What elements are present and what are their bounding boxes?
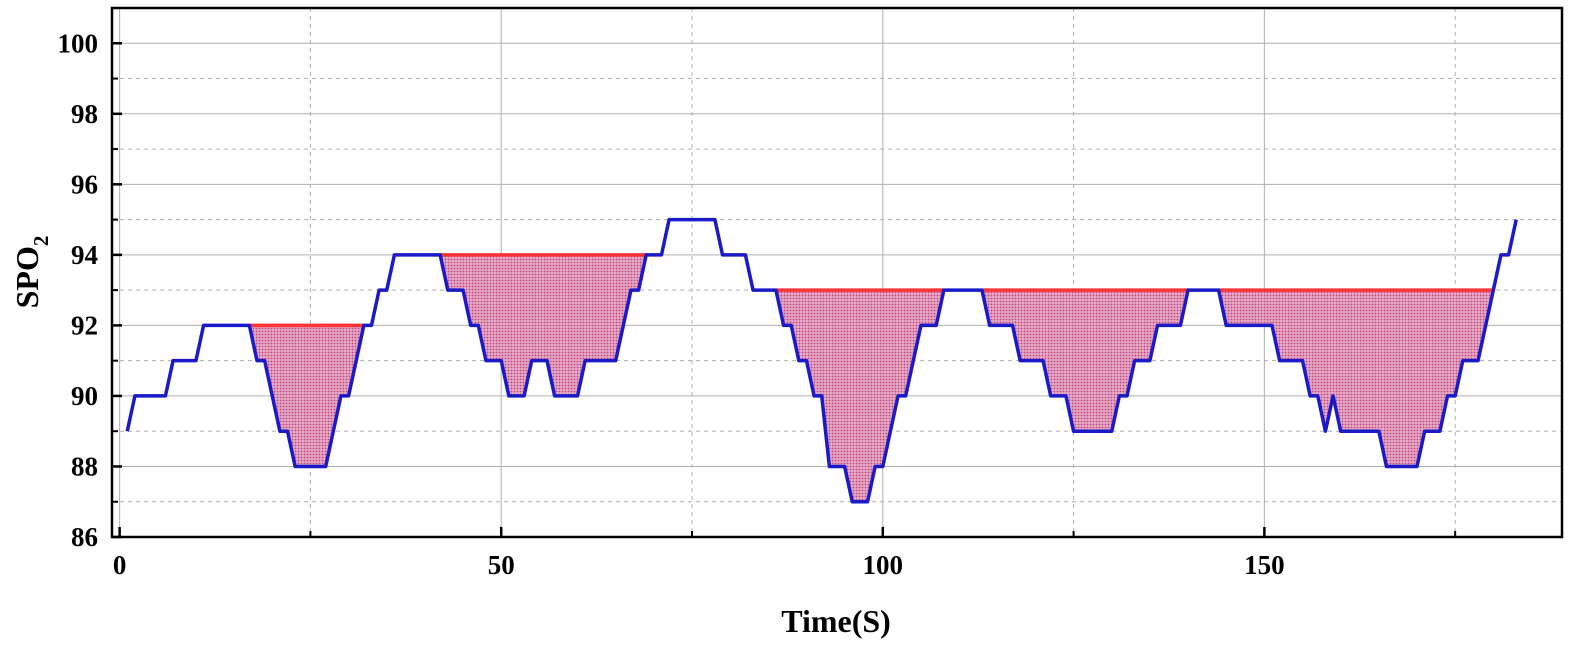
x-tick-labels: 0 50 100 150: [113, 550, 1285, 580]
y-tick-label: 92: [71, 310, 98, 340]
y-tick-labels: 86 88 90 92 94 96 98 100: [58, 28, 99, 552]
y-tick-label: 96: [71, 169, 98, 199]
y-tick-label: 100: [58, 28, 99, 58]
y-tick-label: 88: [71, 451, 98, 481]
x-tick-label: 100: [863, 550, 904, 580]
x-tick-label: 150: [1244, 550, 1285, 580]
svg-text:SPO2: SPO2: [9, 236, 53, 309]
baseline-lines: [249, 253, 1494, 328]
y-tick-label: 98: [71, 99, 98, 129]
plot-frame: [110, 6, 1564, 539]
y-axis-title-subscript: 2: [29, 236, 53, 247]
y-axis-title-main: SPO: [9, 246, 45, 308]
y-tick-label: 86: [71, 522, 98, 552]
x-axis-title: Time(S): [781, 603, 891, 639]
desaturation-area: [1218, 290, 1494, 467]
series-layer: [125, 217, 1518, 504]
y-tick-label: 94: [71, 240, 98, 270]
x-tick-label: 50: [488, 550, 515, 580]
axis-ticks: [112, 42, 1457, 539]
spo2-series-line: [125, 217, 1518, 504]
desaturation-area: [982, 290, 1189, 432]
desaturation-area: [249, 325, 364, 467]
y-tick-label: 90: [71, 381, 98, 411]
desaturation-area: [775, 290, 944, 502]
x-tick-label: 0: [113, 550, 127, 580]
y-axis-title: SPO2: [9, 236, 53, 309]
